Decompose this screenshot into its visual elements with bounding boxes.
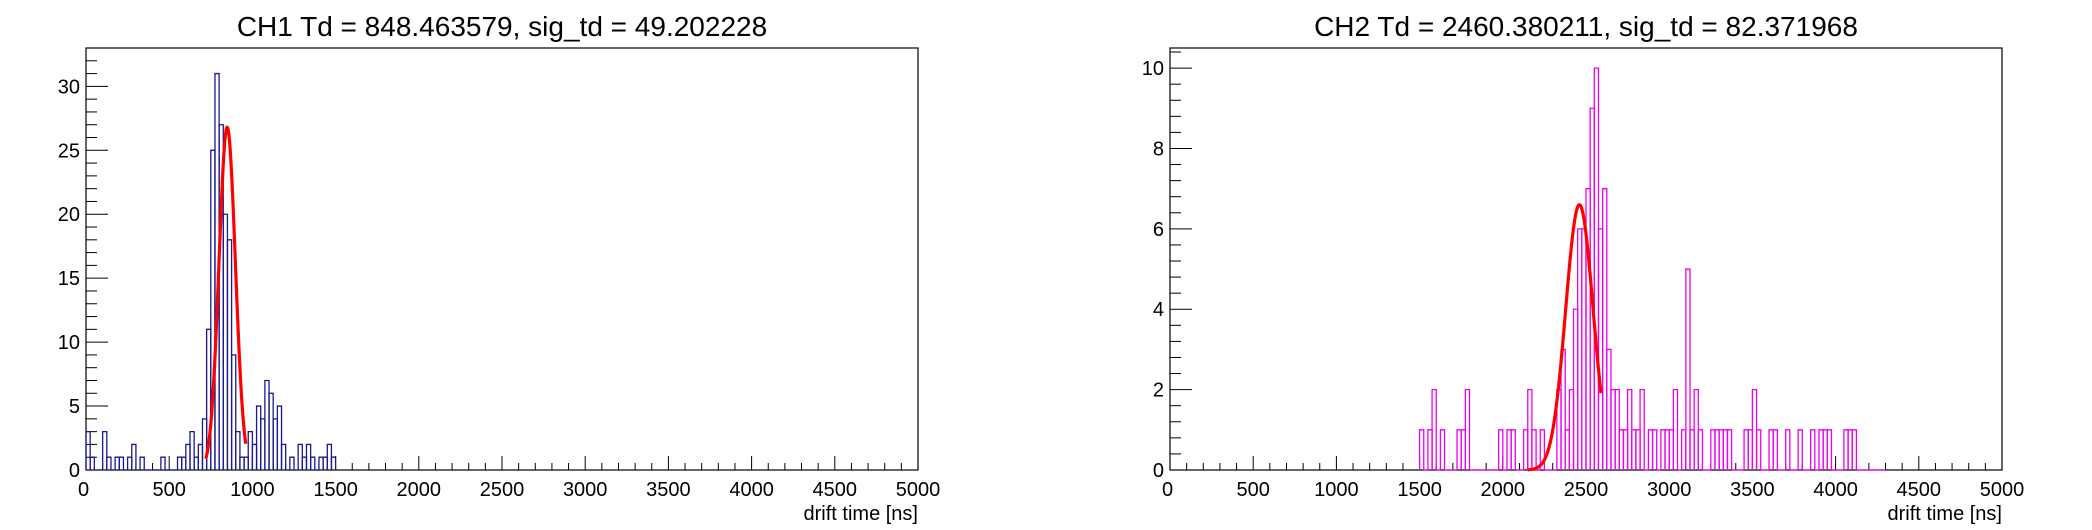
y-tick-label: 25 [58,140,80,162]
histogram-bin [101,430,108,470]
x-tick-label: 500 [153,479,186,501]
y-tick-label: 10 [58,332,80,354]
x-tick-label: 1500 [1397,479,1442,501]
histogram-bin [1510,429,1516,470]
x-axis-label: drift time [ns] [804,503,918,525]
histogram-bin [1672,388,1679,470]
histogram-bin [85,430,91,470]
x-tick-label: 5000 [1980,479,2025,501]
histogram-bin [289,456,295,470]
x-tick-label: 1500 [313,479,358,501]
y-tick-label: 4 [1153,299,1164,321]
y-tick-label: 10 [1142,58,1164,80]
y-tick-label: 2 [1153,380,1164,402]
histogram-bin [1439,429,1446,470]
histogram-bin [1431,388,1437,470]
x-tick-label: 1000 [230,479,275,501]
histogram-bin [330,456,337,470]
histogram-bin [89,456,95,470]
y-tick-label: 8 [1153,138,1164,160]
x-tick-label: 4500 [1897,479,1942,501]
chart-title: CH1 Td = 848.463579, sig_td = 49.202228 [237,11,767,42]
histogram-bin [1809,429,1816,470]
histogram-bin [309,456,316,470]
histogram-series [1418,67,1886,471]
x-tick-label: 0 [78,479,89,501]
x-tick-label: 2000 [1481,479,1526,501]
histogram-bin [106,456,112,470]
histogram-panel-ch2: CH2 Td = 2460.380211, sig_td = 82.371968… [1142,11,2025,525]
histogram-bin [1601,188,1608,470]
x-tick-label: 3500 [646,479,691,501]
histogram-bin [1726,429,1733,470]
histogram-bin [1418,429,1425,470]
chart-title: CH2 Td = 2460.380211, sig_td = 82.371968 [1314,11,1858,42]
histogram-bin [1797,429,1803,470]
y-tick-label: 6 [1153,219,1164,241]
gaussian-fit-curve [204,125,248,460]
x-tick-label: 3000 [1647,479,1692,501]
x-tick-label: 500 [1237,479,1270,501]
histogram-bin [276,405,283,470]
y-tick-label: 5 [69,396,80,418]
x-tick-label: 2500 [480,479,525,501]
histogram-bin [1539,429,1546,470]
x-tick-label: 2000 [397,479,442,501]
x-tick-label: 3000 [563,479,608,501]
histogram-bin [235,430,241,470]
x-tick-label: 0 [1162,479,1173,501]
histogram-bin [118,456,125,470]
x-tick-label: 1000 [1314,479,1359,501]
x-tick-label: 4000 [1813,479,1858,501]
y-tick-label: 15 [58,268,80,290]
y-tick-label: 20 [58,204,80,226]
histogram-bin [1651,429,1658,470]
histogram-bin [1697,429,1704,470]
histogram-bin [1685,268,1691,470]
histogram-bin [1464,388,1471,470]
gaussian-fit-curve [1527,203,1603,472]
x-tick-label: 4000 [729,479,774,501]
histogram-bin [1826,429,1833,470]
histogram-bin [139,456,145,470]
histogram-bin [280,443,287,470]
x-tick-label: 2500 [1564,479,1609,501]
x-axis-label: drift time [ns] [1888,503,2002,525]
histogram-bin [131,443,137,470]
histogram-bin [1851,429,1858,470]
histogram-bin [160,456,166,470]
x-tick-label: 3500 [1730,479,1775,501]
histogram-bin [1785,429,1791,470]
y-tick-label: 0 [69,460,80,482]
histogram-bin [1497,429,1504,470]
histogram-bin [1755,429,1762,470]
y-tick-label: 0 [1153,460,1164,482]
histogram-bin [189,430,195,470]
histogram-bin [1639,388,1645,470]
histogram-panel-ch1: CH1 Td = 848.463579, sig_td = 49.202228 0… [58,11,941,525]
histogram-bin [1531,429,1537,470]
x-tick-label: 5000 [896,479,941,501]
y-tick-label: 30 [58,76,80,98]
histogram-bin [1772,429,1779,470]
histogram-bin [230,354,237,470]
x-tick-label: 4500 [813,479,858,501]
